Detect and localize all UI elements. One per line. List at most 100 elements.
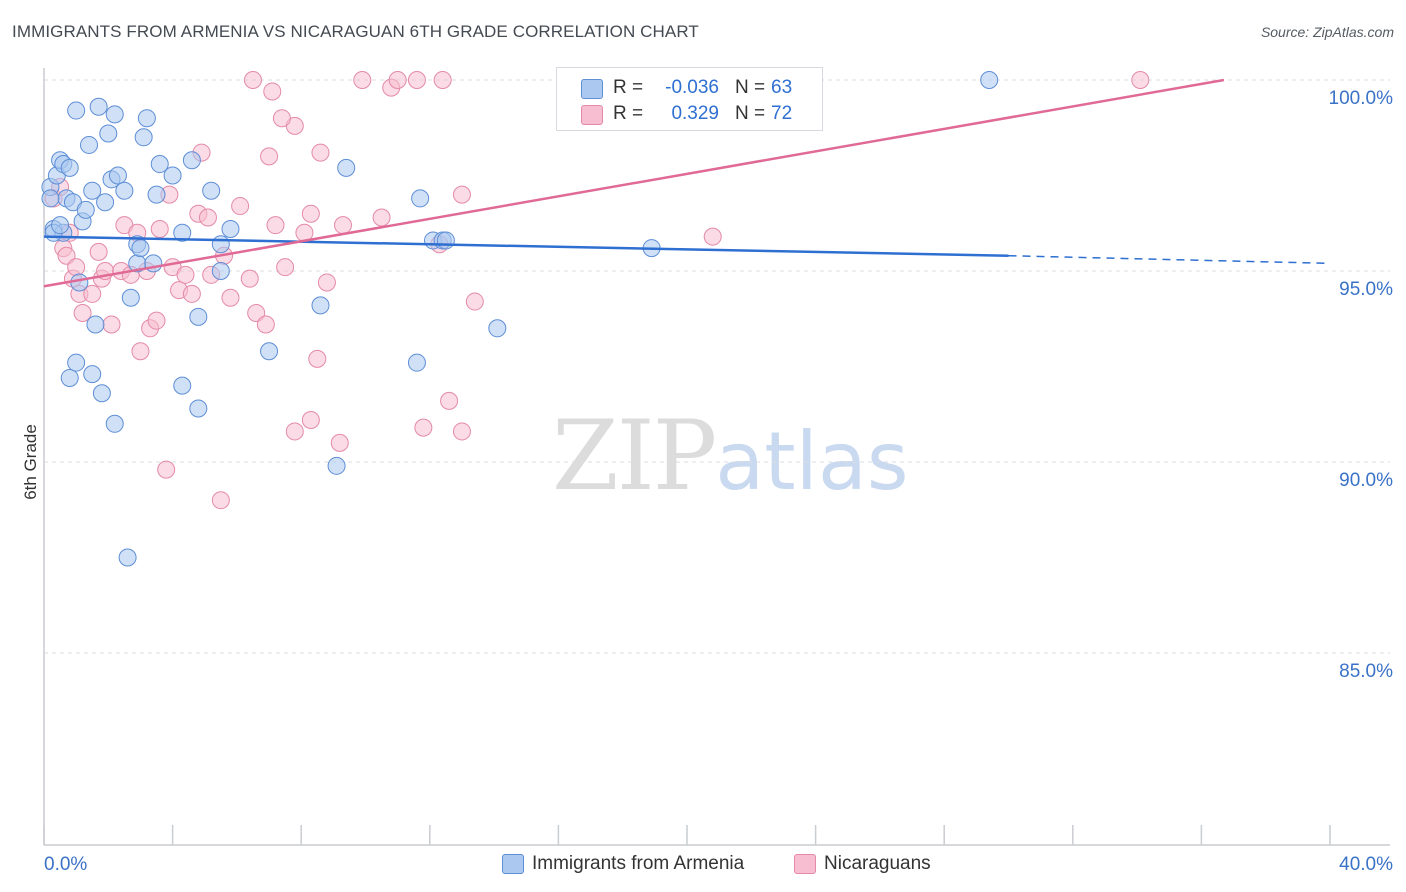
data-point bbox=[67, 258, 86, 277]
y-axis-title: 6th Grade bbox=[21, 424, 40, 500]
data-point bbox=[173, 223, 192, 242]
data-point bbox=[285, 422, 304, 441]
y-tick-label: 90.0% bbox=[1339, 470, 1393, 491]
data-point bbox=[67, 101, 86, 120]
y-tick-label: 95.0% bbox=[1339, 279, 1393, 300]
data-point bbox=[353, 71, 372, 89]
data-point bbox=[89, 97, 108, 116]
legend-row-armenia: R = -0.036 N = 63 bbox=[557, 72, 822, 102]
data-point bbox=[121, 288, 140, 307]
data-point bbox=[57, 246, 76, 265]
legend-n-label: N = bbox=[735, 103, 766, 124]
trend-line-armenia bbox=[43, 235, 1009, 257]
data-point bbox=[317, 273, 336, 292]
armenia-legend-icon bbox=[502, 854, 524, 874]
data-point bbox=[260, 147, 279, 166]
data-point bbox=[80, 135, 99, 154]
data-point bbox=[137, 109, 156, 128]
watermark-zip: ZIP bbox=[552, 400, 717, 512]
data-point bbox=[163, 166, 182, 185]
data-point bbox=[221, 288, 240, 307]
data-point bbox=[60, 158, 79, 177]
data-point bbox=[247, 304, 266, 323]
data-point bbox=[83, 181, 102, 200]
data-point bbox=[488, 319, 507, 338]
data-point bbox=[452, 422, 471, 441]
correlation-legend: R = -0.036 N = 63 R = 0.329 N = 72 bbox=[556, 67, 823, 131]
data-point bbox=[407, 71, 426, 89]
data-point bbox=[99, 124, 118, 143]
data-point bbox=[115, 181, 134, 200]
data-point bbox=[89, 242, 108, 261]
data-point bbox=[465, 292, 484, 311]
data-point bbox=[83, 284, 102, 303]
data-point bbox=[256, 315, 275, 334]
data-point bbox=[243, 71, 262, 89]
source-label: Source: ZipAtlas.com bbox=[1260, 24, 1394, 40]
data-point bbox=[67, 353, 86, 372]
trend-line-armenia-extension bbox=[1008, 254, 1331, 265]
data-point bbox=[436, 231, 455, 250]
data-point bbox=[980, 71, 999, 89]
data-point bbox=[231, 197, 250, 216]
data-point bbox=[211, 491, 230, 510]
trend-lines bbox=[43, 78, 1331, 288]
y-tick-label: 100.0% bbox=[1329, 88, 1394, 109]
data-point bbox=[311, 143, 330, 162]
bottom-legend-armenia-label: Immigrants from Armenia bbox=[532, 853, 745, 874]
data-point bbox=[92, 384, 111, 403]
data-point bbox=[414, 418, 433, 437]
data-point bbox=[189, 399, 208, 418]
data-point bbox=[150, 219, 169, 238]
data-point bbox=[452, 185, 471, 204]
data-point bbox=[266, 216, 285, 235]
data-point bbox=[182, 284, 201, 303]
data-point bbox=[147, 311, 166, 330]
axes bbox=[43, 68, 1390, 846]
armenia-swatch-icon bbox=[581, 79, 603, 99]
data-point bbox=[134, 128, 153, 147]
data-point bbox=[157, 460, 176, 479]
legend-r-label: R = bbox=[613, 77, 644, 98]
data-point bbox=[189, 307, 208, 326]
data-point bbox=[260, 342, 279, 361]
data-point bbox=[388, 71, 407, 89]
data-point bbox=[330, 433, 349, 452]
data-point bbox=[102, 315, 121, 334]
data-point bbox=[240, 269, 259, 288]
legend-n-label: N = bbox=[735, 77, 766, 98]
legend-r-value: -0.036 bbox=[665, 77, 719, 98]
data-point bbox=[41, 189, 60, 208]
data-point bbox=[221, 219, 240, 238]
data-point bbox=[337, 158, 356, 177]
x-tick-label: 40.0% bbox=[1339, 854, 1393, 875]
data-point bbox=[83, 365, 102, 384]
legend-n-value: 72 bbox=[771, 103, 793, 124]
data-point bbox=[76, 200, 95, 219]
axis-labels: 85.0% 90.0% 95.0% 100.0% 0.0% 40.0% 6th Grade bbox=[21, 88, 1393, 875]
x-tick-label: 0.0% bbox=[44, 854, 87, 875]
trend-line-nicaraguans bbox=[43, 78, 1225, 288]
data-point bbox=[308, 349, 327, 368]
data-point bbox=[131, 239, 150, 258]
data-point bbox=[86, 315, 105, 334]
data-point bbox=[333, 216, 352, 235]
data-point bbox=[198, 208, 217, 227]
data-point bbox=[182, 151, 201, 170]
data-point bbox=[440, 391, 459, 410]
data-point bbox=[1131, 71, 1150, 89]
legend-r-label: R = bbox=[613, 103, 644, 124]
data-point bbox=[407, 353, 426, 372]
legend-n-value: 63 bbox=[771, 77, 793, 98]
data-point bbox=[433, 71, 452, 89]
data-point bbox=[51, 216, 70, 235]
data-point bbox=[105, 105, 124, 124]
series-nicaraguans bbox=[44, 71, 1150, 510]
data-point bbox=[176, 265, 195, 284]
data-point bbox=[150, 155, 169, 174]
data-point bbox=[301, 204, 320, 223]
nicaraguans-legend-icon bbox=[794, 854, 816, 874]
data-point bbox=[60, 368, 79, 387]
data-point bbox=[70, 273, 89, 292]
